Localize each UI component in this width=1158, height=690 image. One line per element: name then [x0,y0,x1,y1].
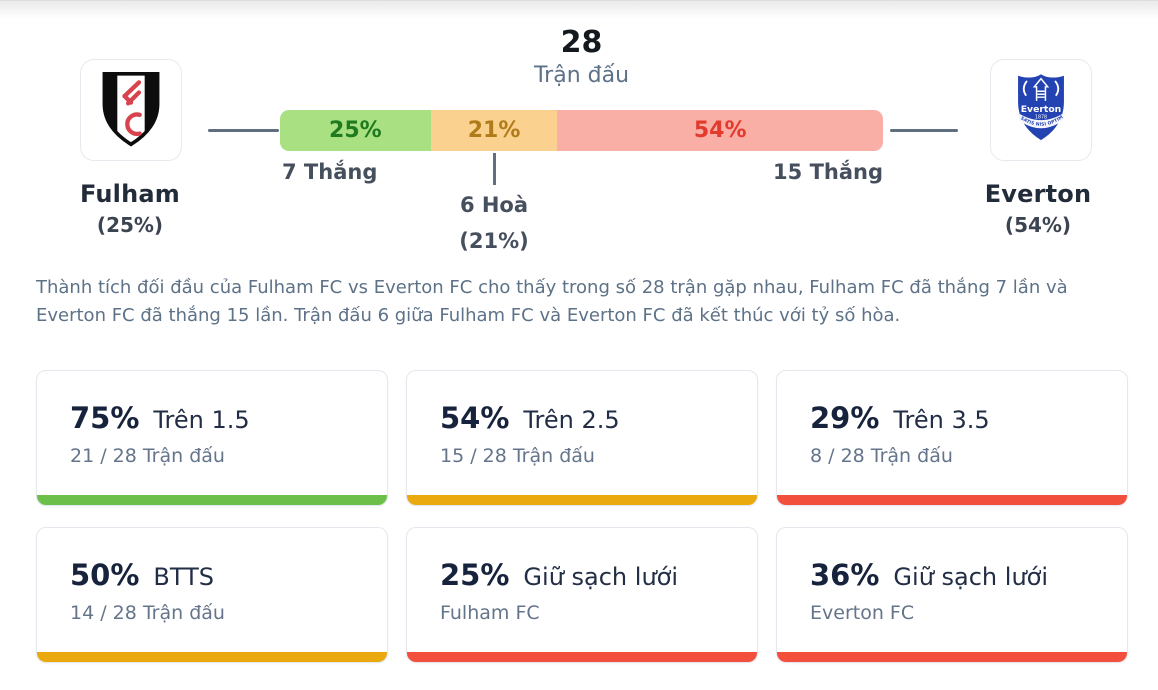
stat-card-over-3-5: 29% Trên 3.5 8 / 28 Trận đấu [776,370,1128,506]
home-wins-segment: 25% [280,110,431,151]
home-team-win-pct: (25%) [96,213,164,237]
away-wins-segment: 54% [557,110,883,151]
draws-pct-label: 21% [467,118,521,143]
total-matches-label: Trận đấu [533,62,630,88]
h2h-summary-text: Thành tích đối đầu của Fulham FC vs Ever… [36,277,1068,326]
stat-label: Trên 3.5 [893,406,990,434]
home-team-logo[interactable] [80,59,182,161]
home-connector-line [208,129,279,132]
stat-pct: 29% [810,401,880,435]
stat-label: Trên 2.5 [523,406,620,434]
total-matches-value: 28 [560,25,603,60]
stat-label: Giữ sạch lưới [523,563,679,591]
stat-subtext: Everton FC [810,602,915,624]
stat-pct: 36% [810,558,880,592]
stat-card-over-1-5: 75% Trên 1.5 21 / 28 Trận đấu [36,370,388,506]
stat-accent-bar [777,652,1127,662]
h2h-stacked-bar: 25% 21% 54% [280,110,883,151]
stat-cards-grid: 75% Trên 1.5 21 / 28 Trận đấu 54% Trên 2… [36,370,1128,663]
stat-pct: 50% [70,558,140,592]
everton-crest-year: 1878 [1035,114,1047,120]
home-wins-pct-label: 25% [329,118,382,143]
stat-label: Trên 1.5 [153,406,250,434]
draws-segment: 21% [430,110,558,151]
stat-pct: 75% [70,401,140,435]
home-wins-count-label: 7 Thắng [282,160,378,184]
draws-count-label: 6 Hoà [459,193,529,217]
stat-accent-bar [37,495,387,505]
matches-header: 28 Trận đấu [280,25,883,88]
stat-accent-bar [777,495,1127,505]
stat-label: BTTS [153,563,215,591]
fulham-crest-icon [102,71,160,146]
stat-card-btts: 50% BTTS 14 / 28 Trận đấu [36,527,388,663]
away-team-win-pct: (54%) [1004,213,1072,237]
everton-crest-icon: Everton 1878 NIL SATIS NISI OPTIMUM [1004,69,1066,140]
stat-subtext: 14 / 28 Trận đấu [70,602,225,624]
stat-card-over-2-5: 54% Trên 2.5 15 / 28 Trận đấu [406,370,758,506]
stat-accent-bar [407,652,757,662]
away-team-name: Everton [984,180,1092,208]
stat-subtext: 8 / 28 Trận đấu [810,445,953,467]
stat-subtext: 15 / 28 Trận đấu [440,445,595,467]
stat-pct: 25% [440,558,510,592]
stat-label: Giữ sạch lưới [893,563,1049,591]
home-team-name: Fulham [79,180,180,208]
away-connector-line [890,129,958,132]
away-wins-pct-label: 54% [693,118,747,143]
stat-accent-bar [407,495,757,505]
away-wins-count-label: 15 Thắng [773,160,883,184]
stat-card-clean-sheet-away: 36% Giữ sạch lưới Everton FC [776,527,1128,663]
draws-pointer-line [493,153,496,185]
stat-subtext: Fulham FC [440,602,540,624]
stat-subtext: 21 / 28 Trận đấu [70,445,225,467]
stat-card-clean-sheet-home: 25% Giữ sạch lưới Fulham FC [406,527,758,663]
draws-percentage-label: (21%) [459,229,529,253]
stat-accent-bar [37,652,387,662]
stat-pct: 54% [440,401,510,435]
everton-crest-name: Everton [1021,103,1062,114]
away-team-logo[interactable]: Everton 1878 NIL SATIS NISI OPTIMUM [990,59,1092,161]
top-divider [0,0,1158,19]
